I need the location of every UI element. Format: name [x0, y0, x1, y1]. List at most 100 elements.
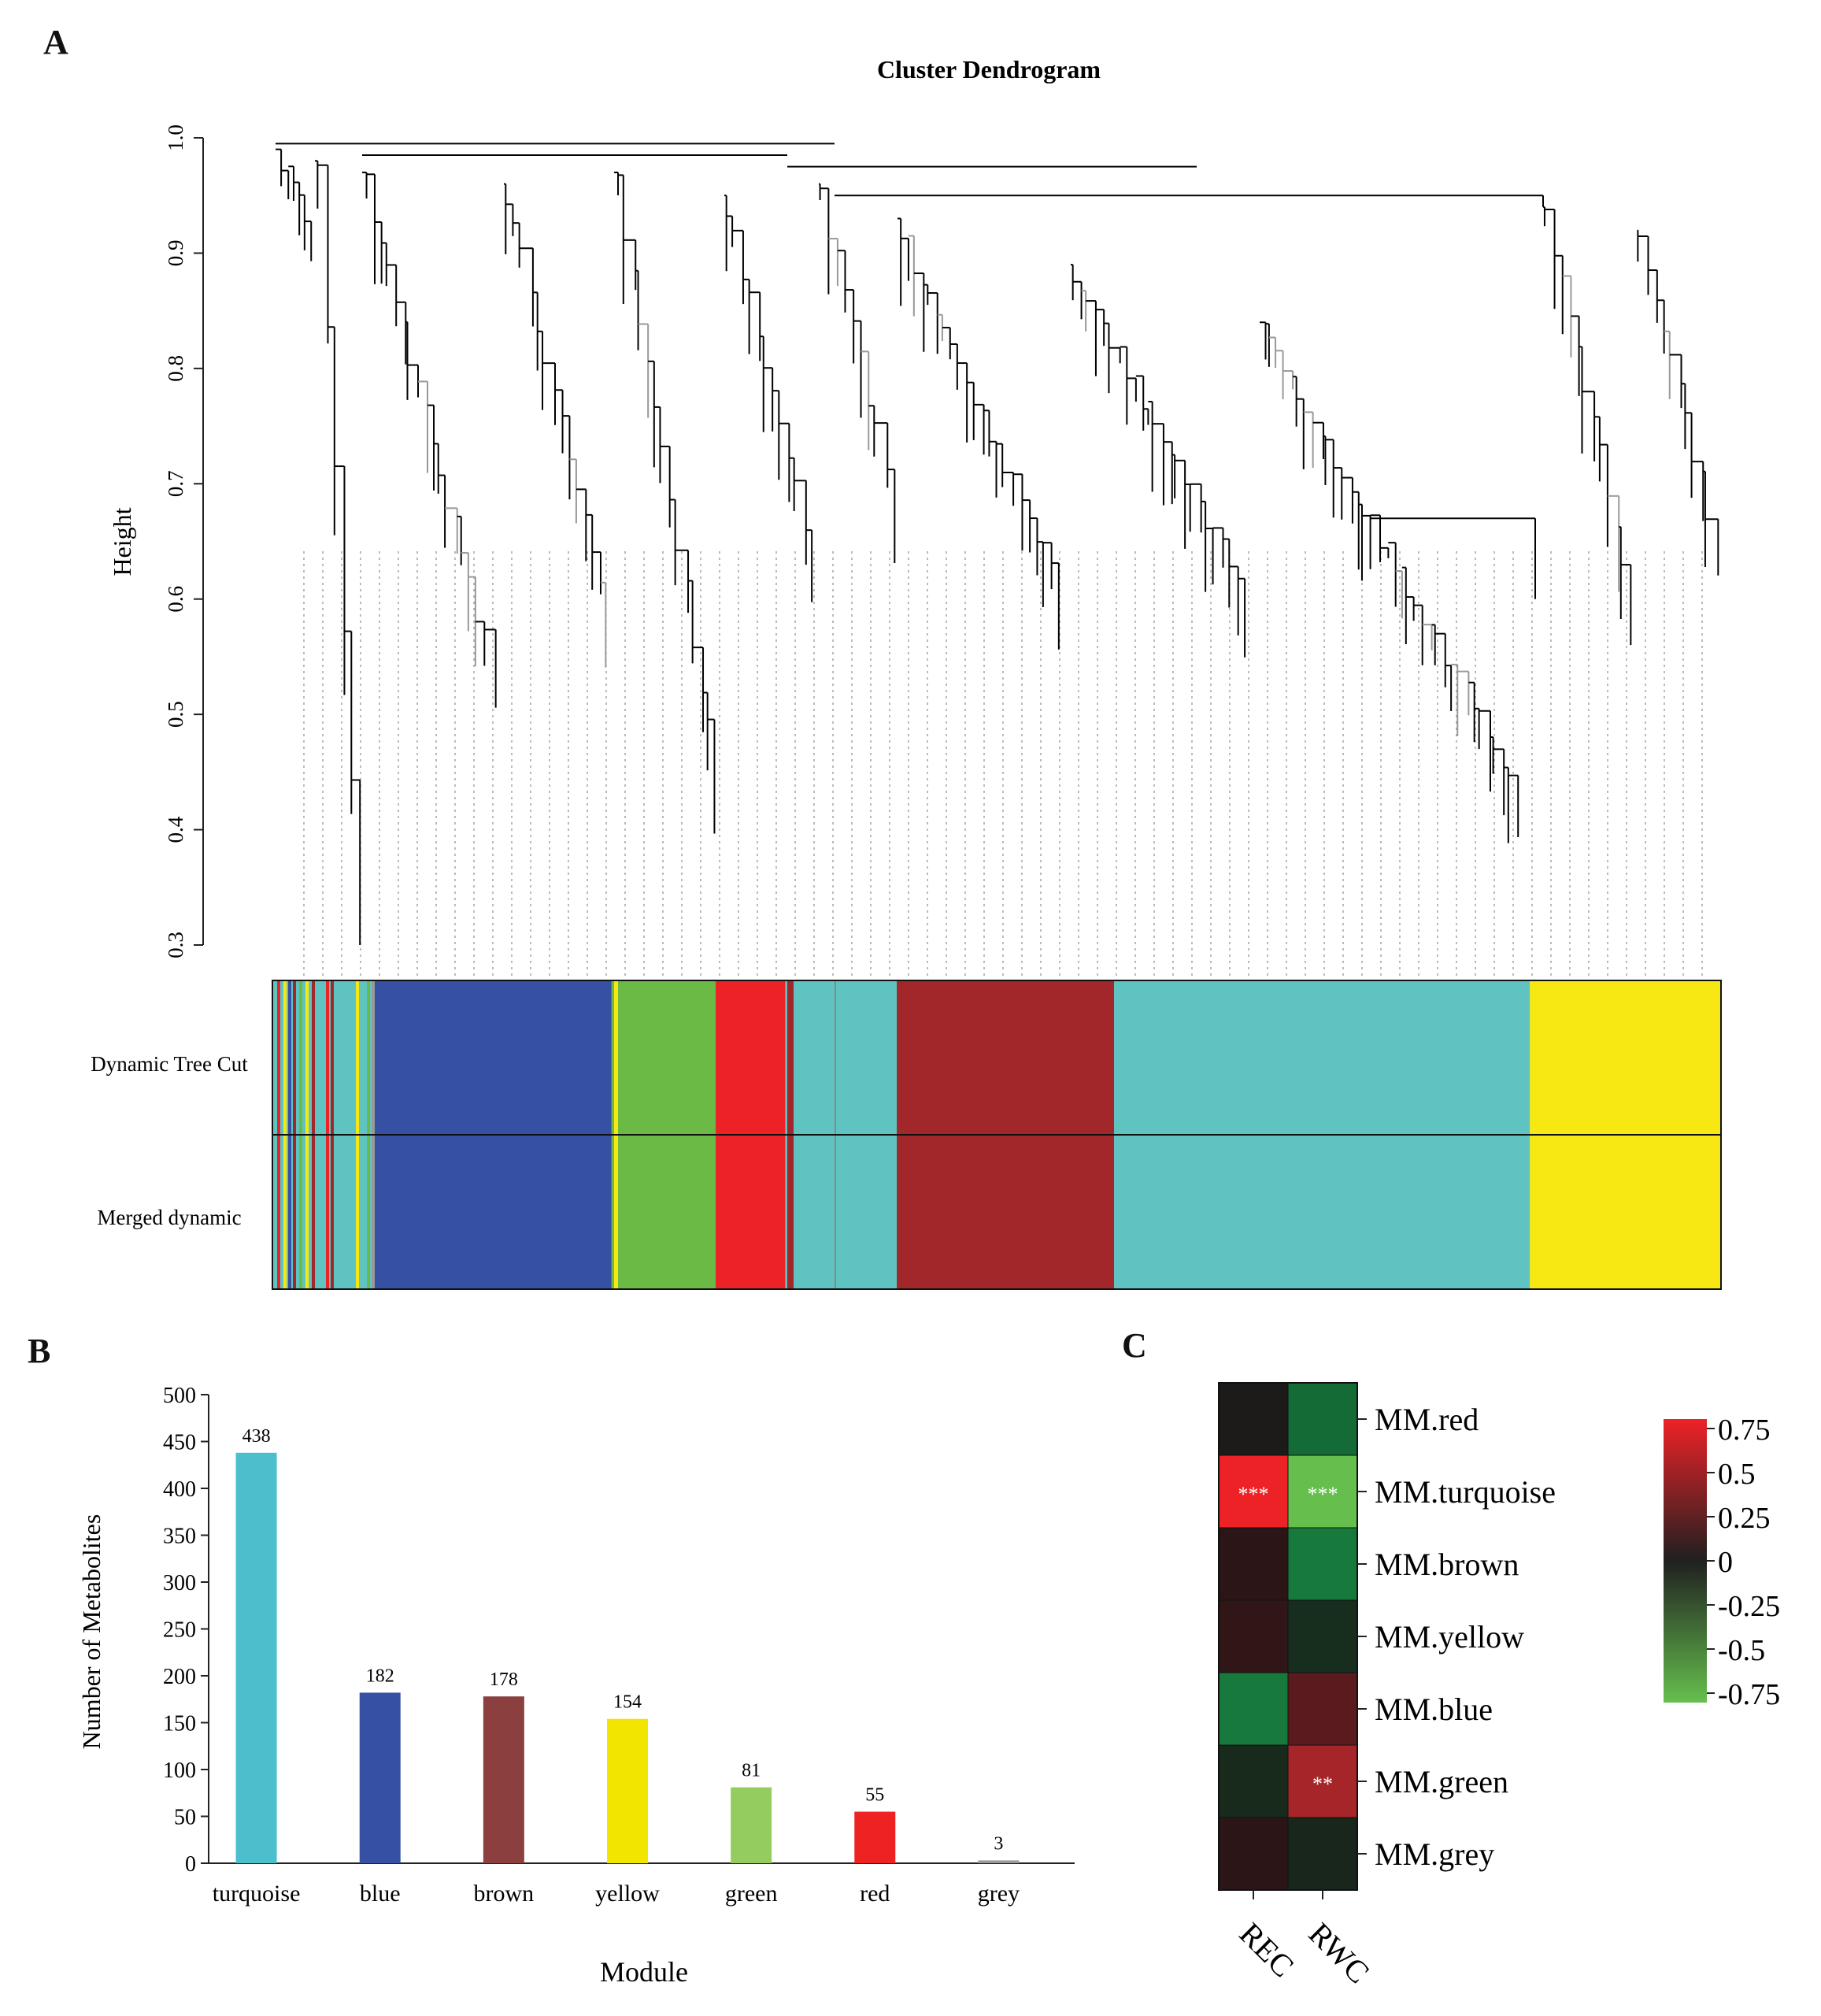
significance-stars: *** [1308, 1483, 1338, 1506]
bar-y-tick-label: 50 [174, 1806, 196, 1830]
heatmap-cell [1287, 1382, 1358, 1456]
module-strip-red [716, 1135, 786, 1289]
module-strip-brown [897, 1135, 1115, 1289]
heatmap-row-labels: MM.red MM.turquoise MM.brown MM.yellow MM.bl… [1357, 1402, 1556, 1872]
bar-brown [483, 1696, 524, 1863]
heatmap-cell [1218, 1382, 1289, 1456]
bar-turquoise [235, 1452, 277, 1863]
dendrogram-y-tick-label: 0.9 [164, 240, 187, 267]
dendrogram-figure: Cluster Dendrogram Height 0.30.40.50.60.… [91, 55, 1722, 1290]
heatmap-cell [1218, 1599, 1289, 1673]
module-strip-turquoise [785, 980, 898, 1135]
significance-stars: *** [1238, 1483, 1269, 1506]
legend-tick-label: 0.75 [1718, 1414, 1771, 1447]
bar-category-label: red [860, 1881, 890, 1907]
module-strip-yellow [1530, 1135, 1722, 1289]
legend-tick-label: 0.5 [1718, 1458, 1756, 1491]
dendrogram-ylabel: Height [108, 507, 136, 576]
bar-category-label: blue [360, 1881, 401, 1907]
dendrogram-y-tick-label: 0.4 [164, 816, 187, 843]
heatmap-row-label: MM.blue [1375, 1692, 1493, 1727]
dendrogram-y-tick-label: 1.0 [164, 124, 187, 151]
bar-y-tick-label: 450 [163, 1431, 196, 1455]
legend-tick-label: -0.5 [1718, 1634, 1765, 1667]
heatmap-cell [1287, 1744, 1358, 1818]
legend-tick-label: -0.25 [1718, 1590, 1780, 1623]
module-strip-red [716, 980, 786, 1135]
heatmap-row-label: MM.brown [1375, 1547, 1519, 1582]
bar-value-label: 55 [865, 1785, 884, 1806]
bar-series: 438 turquoise 182 blue 178 brown 154 yellow 81 gr… [213, 1426, 1020, 1907]
heatmap-cell [1287, 1527, 1358, 1601]
bar-value-label: 81 [742, 1761, 761, 1781]
merged-dynamic-strip [272, 1135, 1722, 1289]
panel-label-c: C [1122, 1326, 1147, 1365]
bar-red [854, 1811, 896, 1863]
bar-ylabel: Number of Metabolites [77, 1514, 105, 1750]
bar-y-tick-label: 100 [163, 1758, 196, 1783]
dendrogram-y-tick-label: 0.8 [164, 355, 187, 382]
dendrogram-tree [276, 143, 1719, 945]
heatmap-row-label: MM.green [1375, 1764, 1508, 1799]
module-strip-green [611, 1135, 716, 1289]
legend-tick-label: -0.75 [1718, 1678, 1780, 1711]
panel-label-a: A [43, 23, 68, 61]
heatmap-figure: *** ***** MM.redMM.turquoiseMM.brownMM.ye… [1218, 1382, 1780, 1991]
heatmap-column-label: RWC [1302, 1916, 1377, 1991]
dendrogram-leaf-guides [303, 551, 1703, 978]
heatmap-cell [1218, 1672, 1289, 1746]
module-strip-turquoise [1114, 980, 1530, 1135]
heatmap-cell [1287, 1817, 1358, 1891]
bar-y-tick-label: 150 [163, 1712, 196, 1736]
bar-y-tick-label: 250 [163, 1618, 196, 1643]
bar-y-tick-label: 200 [163, 1665, 196, 1689]
heatmap-cell [1218, 1817, 1289, 1891]
legend-tick-label: 0.25 [1718, 1502, 1771, 1535]
heatmap-cell [1218, 1527, 1289, 1601]
dendrogram-y-tick-label: 0.7 [164, 470, 187, 497]
merged-dynamic-label: Merged dynamic [97, 1206, 241, 1229]
dynamic-tree-cut-strip [272, 980, 1722, 1135]
heatmap-cell [1218, 1744, 1289, 1818]
module-strip-blue [372, 1135, 613, 1289]
module-strip-yellow [1530, 980, 1722, 1135]
bar-y-tick-label: 400 [163, 1477, 196, 1502]
heatmap-cell [1218, 1455, 1289, 1529]
bar-value-label: 154 [613, 1692, 642, 1713]
heatmap-column-labels: REC RWC [1233, 1890, 1377, 1991]
module-strip-brown [897, 980, 1115, 1135]
bar-category-label: turquoise [213, 1881, 301, 1907]
heatmap-row-label: MM.turquoise [1375, 1474, 1556, 1510]
heatmap-cell [1287, 1672, 1358, 1746]
color-legend-ticks: 0.75 0.5 0.25 0 -0.25 -0.5 -0.75 [1707, 1414, 1780, 1711]
bar-category-label: yellow [595, 1881, 660, 1907]
module-strip-green [611, 980, 716, 1135]
dynamic-tree-cut-label: Dynamic Tree Cut [91, 1052, 248, 1076]
legend-tick-label: 0 [1718, 1546, 1733, 1579]
dendrogram-title: Cluster Dendrogram [877, 55, 1101, 83]
heatmap-cell [1287, 1455, 1358, 1529]
dendrogram-y-ticks: 0.3 0.4 0.5 0.6 0.7 0.8 0.9 1.0 [164, 124, 203, 958]
significance-stars: ** [1312, 1773, 1333, 1796]
dendrogram-y-tick-label: 0.3 [164, 932, 187, 958]
heatmap-row-label: MM.yellow [1375, 1619, 1524, 1655]
heatmap-column-label: REC [1233, 1916, 1301, 1984]
heatmap-cells: *** ***** [1218, 1382, 1358, 1891]
bar-category-label: grey [978, 1881, 1020, 1907]
dendrogram-y-tick-label: 0.6 [164, 586, 187, 613]
bar-yellow [607, 1718, 648, 1863]
bar-y-tick-label: 0 [185, 1852, 196, 1877]
bar-category-label: brown [474, 1881, 535, 1907]
module-strip-turquoise [1114, 1135, 1530, 1289]
dendrogram-y-tick-label: 0.5 [164, 701, 187, 728]
bar-y-tick-label: 500 [163, 1384, 196, 1408]
color-legend-bar [1664, 1419, 1707, 1703]
bar-value-label: 3 [994, 1833, 1003, 1854]
bar-y-tick-label: 300 [163, 1571, 196, 1595]
heatmap-row-label: MM.grey [1375, 1836, 1494, 1872]
bar-y-axis: 0 50 100 150 200 250 300 350 400 450 500 [163, 1384, 209, 1877]
bar-y-tick-label: 350 [163, 1525, 196, 1549]
bar-blue [359, 1692, 401, 1863]
bar-value-label: 178 [490, 1670, 518, 1690]
panel-label-b: B [28, 1332, 51, 1370]
